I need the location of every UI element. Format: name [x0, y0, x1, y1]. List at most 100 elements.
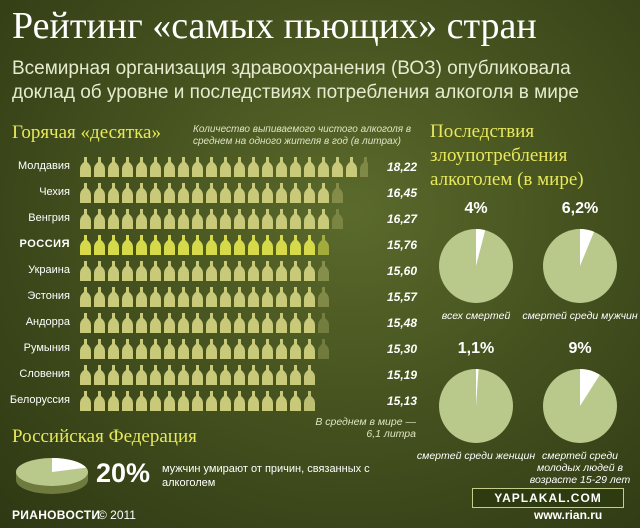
bottle-icon	[192, 235, 203, 255]
bottle-icon	[80, 235, 91, 255]
bottle-icon	[178, 287, 189, 307]
bottle-icon	[136, 183, 147, 203]
bottle-icon	[248, 235, 259, 255]
bottle-icon	[122, 313, 133, 333]
bottle-icon	[318, 157, 329, 177]
bar-category-label: Чехия	[39, 186, 70, 198]
bottle-icon	[150, 391, 161, 411]
bottle-icon	[304, 261, 315, 281]
bottle-icon	[136, 287, 147, 307]
bottle-icon	[150, 339, 161, 359]
bottle-icon	[220, 235, 231, 255]
bar	[80, 261, 329, 281]
bar-row: Чехия 16,45	[0, 182, 430, 204]
bottle-icon	[94, 209, 105, 229]
bar-category-label: Венгрия	[28, 212, 70, 224]
bar-row: Эстония 15,57	[0, 286, 430, 308]
bottle-icon	[150, 235, 161, 255]
bottle-icon	[136, 157, 147, 177]
bar-category-label: Молдавия	[17, 160, 70, 172]
bottle-icon	[94, 391, 105, 411]
bottle-icon	[262, 365, 273, 385]
bottle-icon	[248, 313, 259, 333]
pie	[439, 229, 513, 303]
pie-slice	[580, 229, 595, 266]
bottle-icon	[262, 287, 273, 307]
bottle-icon	[290, 365, 301, 385]
bottle-icon	[220, 391, 231, 411]
bottle-icon	[164, 235, 175, 255]
bottle-icon	[94, 313, 105, 333]
bottle-icon	[206, 209, 217, 229]
bottle-icon	[206, 235, 217, 255]
pie-slice	[580, 369, 600, 406]
bottle-icon	[234, 209, 245, 229]
bottle-icon	[108, 261, 119, 281]
bar-category-label: Белоруссия	[9, 394, 70, 406]
bottle-icon	[136, 391, 147, 411]
bottle-icon	[220, 339, 231, 359]
bar-value-label: 15,57	[386, 290, 417, 304]
bar-row: Украина 15,60	[0, 260, 430, 282]
russia-heading: Российская Федерация	[12, 426, 197, 447]
consequences-heading: Последствия злоупотребления алкоголем (в…	[430, 121, 584, 190]
bottle-icon	[276, 313, 287, 333]
bottle-icon	[318, 339, 329, 359]
bottle-icon	[234, 339, 245, 359]
bottle-icon	[206, 183, 217, 203]
bottle-icon	[318, 287, 329, 307]
bottle-icon	[220, 287, 231, 307]
bottle-icon	[304, 235, 315, 255]
bottle-icon	[206, 391, 217, 411]
bottle-icon	[164, 157, 175, 177]
bottle-icon	[234, 183, 245, 203]
bottle-icon	[290, 313, 301, 333]
bottle-icon	[206, 365, 217, 385]
bottle-icon	[108, 313, 119, 333]
bottle-icon	[234, 261, 245, 281]
bottle-icon	[262, 157, 273, 177]
bar	[80, 235, 329, 255]
bottle-icon	[248, 209, 259, 229]
bottle-icon	[318, 235, 329, 255]
bottle-icon	[248, 391, 259, 411]
bottle-icon	[290, 287, 301, 307]
russia-pie-slice	[52, 458, 87, 472]
bottle-icon	[94, 261, 105, 281]
bottle-icon	[150, 287, 161, 307]
bottle-icon	[94, 157, 105, 177]
bottle-icon	[304, 365, 315, 385]
bar-value-label: 16,45	[386, 186, 417, 200]
bar-category-label: Словения	[19, 368, 70, 380]
ranking-heading: Горячая «десятка»	[12, 122, 161, 143]
bottle-icon	[318, 183, 329, 203]
bottle-icon	[178, 391, 189, 411]
bottle-icon	[80, 157, 91, 177]
bar-value-label: 15,48	[386, 316, 417, 330]
bar-row: Андорра 15,48	[0, 312, 430, 334]
bottle-icon	[80, 261, 91, 281]
bottle-icon	[332, 157, 343, 177]
bottle-icon	[304, 391, 315, 411]
bottle-icon	[80, 287, 91, 307]
bottle-icon	[304, 157, 315, 177]
bottle-icon	[332, 209, 343, 229]
bottle-icon	[206, 261, 217, 281]
site-url: www.rian.ru	[534, 508, 603, 522]
bottle-icon	[290, 183, 301, 203]
bar-value-label: 15,60	[386, 264, 417, 278]
bar	[80, 209, 343, 229]
pie-percent-label: 4%	[464, 200, 488, 217]
bottle-icon	[206, 157, 217, 177]
bottle-icon	[248, 157, 259, 177]
pie-percent-label: 9%	[568, 340, 592, 357]
ranking-note: Количество выпиваемого чистого алкоголя …	[193, 124, 412, 147]
bottle-icon	[108, 339, 119, 359]
bar-category-label: Эстония	[27, 290, 70, 302]
bottle-icon	[234, 365, 245, 385]
bottle-icon	[80, 339, 91, 359]
bottle-icon	[248, 183, 259, 203]
bottle-icon	[164, 365, 175, 385]
bottle-icon	[234, 235, 245, 255]
bottle-icon	[360, 157, 368, 177]
